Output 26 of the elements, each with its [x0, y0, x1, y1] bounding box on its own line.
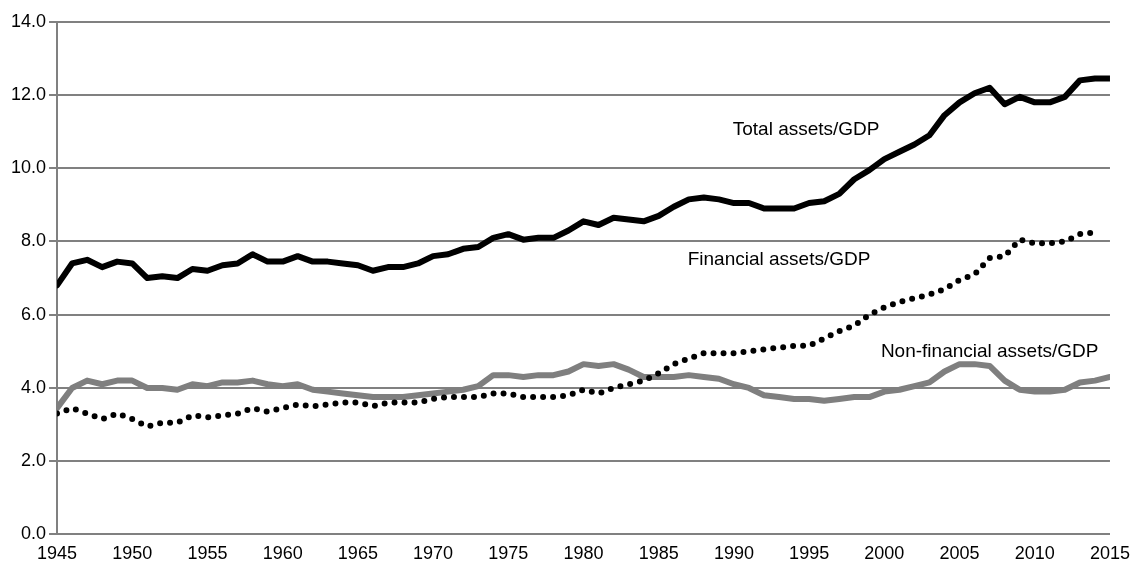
x-tick-label: 1985 [638, 543, 679, 564]
x-tick-label: 2010 [1014, 543, 1055, 564]
y-tick-label: 14.0 [10, 10, 47, 31]
x-tick-label: 1975 [488, 543, 529, 564]
series-label: Total assets/GDP [732, 118, 880, 140]
x-tick-label: 1955 [187, 543, 228, 564]
y-tick-label: 0.0 [21, 523, 47, 544]
x-tick-label: 1970 [413, 543, 454, 564]
x-tick-label: 1990 [713, 543, 754, 564]
x-tick-label: 2000 [864, 543, 905, 564]
text: Financial assets/GDP [687, 248, 871, 270]
x-tick-label: 1950 [112, 543, 153, 564]
x-tick-label: 1945 [37, 543, 78, 564]
x-tick-label: 2005 [939, 543, 980, 564]
x-tick-label: 1995 [789, 543, 830, 564]
series-label: Non-financial assets/GDP [880, 339, 1099, 361]
x-tick-label: 1980 [563, 543, 604, 564]
y-tick-label: 4.0 [21, 376, 47, 397]
y-tick-label: 12.0 [10, 84, 47, 104]
x-tick-label: 2015 [1089, 543, 1130, 564]
y-tick-label: 10.0 [10, 157, 47, 178]
x-tick-label: 1965 [337, 543, 378, 564]
x-tick-label: 1960 [262, 543, 303, 564]
y-tick-label: 8.0 [21, 230, 47, 251]
y-tick-label: 2.0 [21, 450, 47, 471]
y-tick-label: 6.0 [21, 303, 47, 324]
